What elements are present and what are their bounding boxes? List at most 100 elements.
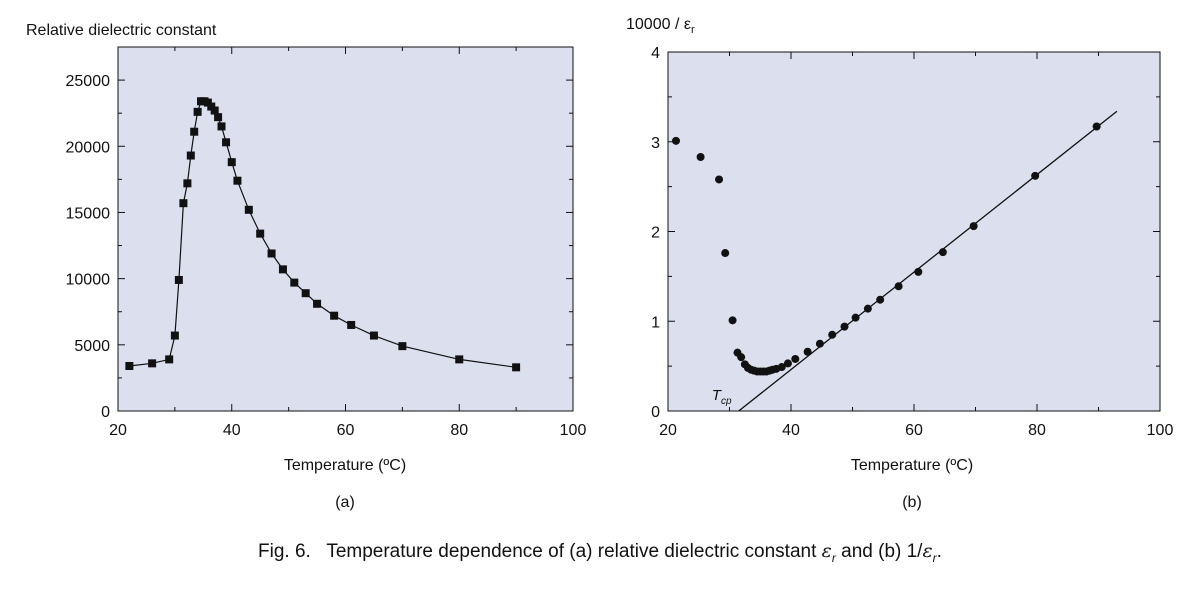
y-tick-label: 1 [651,314,660,331]
plot-b-ylabel-main: 10000 / ε [626,16,691,33]
x-tick-label: 60 [905,422,923,439]
plot-a-data [125,97,521,372]
data-point [803,347,812,356]
data-point [148,359,157,368]
data-point [938,248,947,257]
plot-b-data [671,110,1118,412]
data-point [728,316,737,325]
caption-part3: . [936,541,942,562]
panel-b: 10000 / εr Temperature (ºC) (b) 20 40 60 80… [626,16,1173,511]
figure-caption: Fig. 6. Temperature dependence of (a) re… [0,540,1200,565]
plot-a-panel-label: (a) [335,494,355,511]
plot-b-axes: 20 40 60 80 100 0 1 2 3 4 [651,45,1173,439]
y-tick-label: 5000 [74,338,110,355]
data-point [233,176,242,185]
x-tick-label: 100 [1147,422,1174,439]
x-tick-label: 100 [560,422,587,439]
data-point [715,175,724,184]
data-point [193,107,202,116]
tcp-annotation: Tcp [712,387,732,407]
data-point [190,127,199,136]
data-point [777,363,786,372]
data-point [1031,171,1040,180]
x-tick-label: 80 [1028,422,1046,439]
data-point [186,151,195,160]
y-tick-label: 2 [651,225,660,242]
plot-b-ylabel-sub: r [691,24,695,36]
x-tick-label: 80 [450,422,468,439]
plot-b-ylabel: 10000 / εr [626,16,695,36]
panel-a: Relative dielectric constant Temperature… [26,22,586,511]
data-point [815,339,824,348]
data-point [791,354,800,363]
data-point [125,361,134,370]
data-point [783,359,792,368]
data-point [183,179,192,188]
data-point [278,265,287,274]
data-point [267,249,276,258]
plot-a-background [117,46,574,412]
x-tick-label: 20 [659,422,677,439]
y-tick-label: 3 [651,135,660,152]
x-tick-label: 60 [337,422,355,439]
caption-part1: Fig. 6. Temperature dependence of (a) re… [258,541,822,562]
x-tick-label: 40 [223,422,241,439]
y-tick-label: 25000 [66,73,111,90]
data-point [737,353,746,362]
data-point [256,229,265,238]
plot-a-ylabel: Relative dielectric constant [26,22,217,39]
data-point [214,113,223,122]
caption-part2: and (b) 1/ [835,541,923,562]
data-point [227,158,236,167]
tcp-annotation-main: T [712,387,723,404]
data-point [313,299,322,308]
data-point [455,355,464,364]
data-point [170,331,179,340]
data-point [671,136,680,145]
plot-b-panel-label: (b) [902,494,922,511]
y-tick-label: 15000 [66,205,111,222]
x-tick-label: 40 [782,422,800,439]
y-tick-label: 10000 [66,272,111,289]
caption-eps: ε [821,540,832,562]
x-tick-label: 20 [109,422,127,439]
data-point [828,330,837,339]
data-point [1092,122,1101,131]
data-point [165,355,174,364]
y-tick-label: 0 [101,404,110,421]
y-tick-label: 0 [651,404,660,421]
caption-eps-sub: r [831,550,836,565]
plot-b-background [667,51,1161,412]
plot-b-xlabel: Temperature (ºC) [851,457,973,474]
data-point [244,205,253,214]
y-tick-label: 20000 [66,139,111,156]
data-point [301,289,310,298]
caption-eps2: ε [922,540,933,562]
data-point [512,363,521,372]
data-point [398,342,407,351]
data-point [369,331,378,340]
data-point [894,282,903,291]
data-point [851,313,860,322]
data-point [721,249,730,258]
data-point [969,222,978,231]
data-point [290,278,299,287]
caption-eps2-sub: r [932,550,937,565]
data-point [347,320,356,329]
data-point [914,267,923,276]
fit-line [738,110,1118,412]
tcp-annotation-sub: cp [721,396,732,407]
data-point [330,311,339,320]
data-point [840,322,849,331]
plot-a-xlabel: Temperature (ºC) [284,457,406,474]
data-point [217,122,226,131]
data-point [174,275,183,284]
data-point [179,199,188,208]
data-point [222,138,231,147]
y-tick-label: 4 [651,45,660,62]
data-point [863,304,872,313]
data-point [876,295,885,304]
data-point [696,153,705,162]
data-point [210,106,219,115]
